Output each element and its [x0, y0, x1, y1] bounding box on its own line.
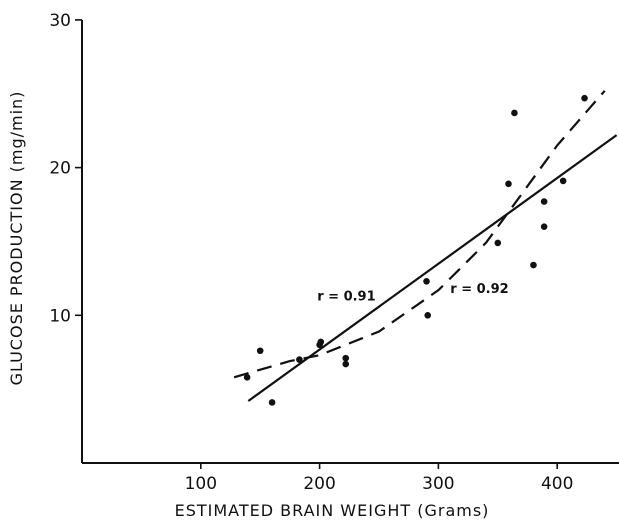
ticks: 100 200 300 400 10 20 30 — [49, 11, 573, 494]
fit-line-dashed — [233, 90, 606, 379]
data-point — [268, 399, 276, 406]
data-points — [243, 94, 588, 406]
data-point — [256, 347, 264, 355]
data-point — [317, 338, 325, 346]
fit-annotation-solid: r = 0.91 — [317, 290, 375, 305]
data-point — [243, 374, 251, 381]
axes — [81, 19, 619, 464]
fit-annotation-dashed: r = 0.92 — [450, 282, 508, 297]
y-tick-label: 20 — [49, 159, 71, 179]
data-point — [559, 177, 567, 185]
y-axis-label: GLUCOSE PRODUCTION (mg/min) — [7, 91, 26, 386]
data-point — [530, 261, 537, 269]
fit-lines — [233, 90, 618, 402]
data-point — [511, 109, 518, 117]
data-point — [540, 223, 548, 230]
x-tick-label: 100 — [185, 474, 217, 494]
fit-line-solid — [247, 134, 618, 402]
data-point — [424, 312, 432, 319]
data-point — [581, 94, 588, 102]
x-tick-label: 300 — [422, 474, 454, 494]
data-point — [423, 278, 430, 285]
data-point — [296, 356, 303, 363]
data-point — [540, 198, 548, 205]
data-point — [342, 354, 350, 362]
x-tick-label: 400 — [541, 474, 573, 494]
x-axis-label: ESTIMATED BRAIN WEIGHT (Grams) — [175, 501, 490, 520]
y-tick-label: 30 — [49, 11, 71, 31]
data-point — [342, 360, 350, 368]
x-tick-label: 200 — [303, 474, 335, 494]
data-point — [494, 239, 502, 247]
data-point — [505, 180, 512, 188]
y-tick-label: 10 — [49, 306, 71, 326]
